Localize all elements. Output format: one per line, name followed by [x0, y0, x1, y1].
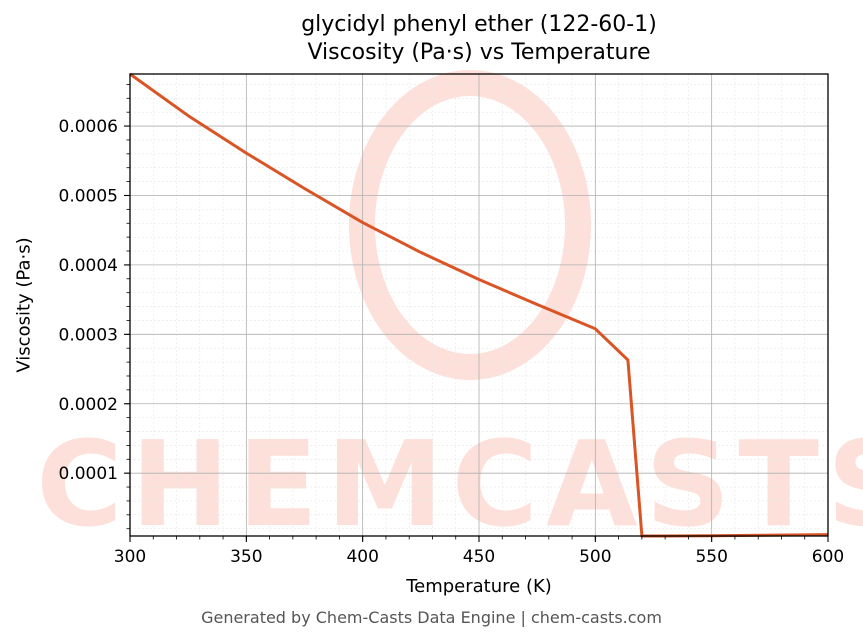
- chart-title: glycidyl phenyl ether (122-60-1): [301, 12, 657, 37]
- x-axis-label: Temperature (K): [406, 576, 552, 597]
- y-tick-label: 0.0005: [59, 186, 118, 206]
- x-tick-label: 450: [463, 547, 495, 567]
- y-tick-label: 0.0006: [59, 117, 118, 137]
- x-tick-label: 600: [812, 547, 844, 567]
- chart-subtitle: Viscosity (Pa·s) vs Temperature: [307, 40, 651, 65]
- y-tick-label: 0.0001: [59, 464, 118, 484]
- axis-ticks: 300 350 400 450 500 550 600 0.0001 0.0002 0.0003 0…: [59, 84, 844, 567]
- x-tick-label: 550: [695, 547, 727, 567]
- x-tick-label: 350: [230, 547, 262, 567]
- footer-credit: Generated by Chem-Casts Data Engine | ch…: [201, 608, 662, 627]
- y-tick-label: 0.0003: [59, 325, 118, 345]
- y-tick-label: 0.0002: [59, 395, 118, 415]
- y-axis-label: Viscosity (Pa·s): [13, 237, 35, 373]
- y-tick-label: 0.0004: [59, 256, 118, 276]
- chemcasts-watermark: CHEMCASTS: [36, 70, 863, 553]
- x-tick-label: 400: [346, 547, 378, 567]
- x-tick-label: 300: [114, 547, 146, 567]
- x-tick-label: 500: [579, 547, 611, 567]
- watermark-text: CHEMCASTS: [36, 415, 863, 553]
